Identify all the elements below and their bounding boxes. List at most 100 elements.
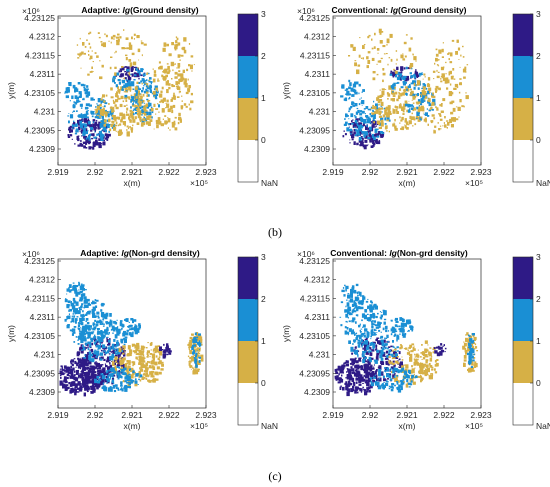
map-cell — [89, 58, 91, 60]
map-cell — [348, 328, 352, 332]
map-cell — [376, 48, 380, 51]
map-cell — [449, 61, 453, 64]
map-cell — [424, 112, 428, 116]
map-cell — [151, 375, 154, 377]
map-cell — [122, 75, 124, 77]
map-cell — [165, 107, 167, 109]
map-cell — [114, 52, 116, 54]
map-cell — [355, 368, 358, 370]
map-cell — [407, 349, 409, 352]
map-cell — [395, 353, 398, 358]
map-cell — [371, 325, 374, 329]
map-cell — [356, 297, 360, 301]
map-cell — [415, 69, 417, 71]
map-cell — [424, 372, 428, 376]
map-cell — [196, 347, 198, 350]
map-cell — [409, 72, 412, 75]
map-cell — [128, 345, 131, 349]
map-cell — [126, 373, 129, 375]
map-cell — [364, 121, 367, 124]
y-tick-label: 4.23125 — [299, 256, 330, 266]
map-cell — [88, 54, 90, 56]
map-cell — [472, 359, 475, 362]
map-cell — [86, 116, 89, 119]
map-cell — [356, 365, 358, 367]
map-cell — [335, 379, 338, 381]
map-cell — [88, 146, 92, 150]
map-cell — [404, 125, 407, 129]
map-cell — [163, 75, 167, 81]
colorbar-tick-label: 0 — [536, 378, 541, 388]
map-cell — [94, 127, 96, 129]
map-cell — [78, 282, 81, 286]
map-cell — [79, 287, 83, 291]
map-cell — [171, 123, 175, 128]
map-cell — [111, 325, 115, 331]
map-cell — [377, 379, 379, 381]
map-cell — [381, 119, 384, 123]
map-cell — [91, 342, 94, 346]
map-cell — [84, 304, 87, 307]
map-cell — [396, 334, 399, 336]
map-cell — [193, 346, 196, 349]
map-cell — [126, 329, 129, 332]
map-cell — [355, 333, 357, 335]
map-cell — [390, 345, 393, 348]
map-cell — [348, 118, 350, 120]
map-cell — [167, 117, 169, 118]
map-cell — [90, 141, 91, 144]
map-cell — [375, 333, 377, 336]
map-cell — [124, 96, 128, 100]
map-cell — [80, 294, 84, 298]
map-cell — [349, 139, 351, 141]
map-cell — [355, 360, 359, 363]
map-cell — [153, 74, 157, 77]
map-cell — [178, 70, 181, 73]
map-cell — [185, 105, 188, 108]
map-cell — [367, 108, 371, 111]
map-cell — [156, 366, 160, 370]
map-cell — [348, 107, 351, 111]
map-cell — [431, 373, 434, 376]
map-cell — [133, 101, 135, 103]
map-cell — [69, 100, 71, 102]
map-cell — [113, 370, 116, 373]
map-cell — [118, 70, 121, 73]
map-cell — [400, 66, 404, 71]
map-cell — [382, 72, 386, 76]
map-cell — [340, 366, 343, 370]
map-cell — [117, 389, 120, 391]
map-cell — [438, 87, 441, 90]
map-cell — [378, 373, 381, 377]
map-cell — [364, 139, 368, 143]
map-cell — [394, 367, 398, 372]
map-cell — [90, 346, 92, 349]
map-cell — [126, 104, 128, 106]
map-cell — [131, 104, 135, 107]
map-cell — [101, 108, 105, 112]
map-cell — [356, 332, 358, 334]
map-cell — [160, 90, 163, 94]
map-cell — [389, 73, 393, 76]
map-cell — [64, 90, 69, 94]
map-cell — [470, 340, 474, 344]
map-cell — [440, 128, 442, 130]
map-cell — [120, 363, 124, 367]
map-cell — [415, 355, 417, 357]
map-cell — [124, 363, 128, 368]
map-cell — [349, 374, 352, 376]
map-cell — [141, 376, 145, 380]
panel-title: Adaptive: lg(Ground density) — [81, 5, 198, 15]
map-cell — [60, 377, 62, 379]
map-cell — [373, 114, 376, 119]
map-cell — [396, 330, 398, 332]
map-cell — [123, 373, 127, 376]
map-cell — [341, 85, 344, 88]
colorbar-tick-label: 2 — [261, 294, 266, 304]
map-cell — [392, 109, 396, 114]
map-cell — [72, 111, 74, 113]
map-cell — [466, 332, 469, 336]
map-cell — [356, 124, 359, 127]
map-cell — [363, 368, 367, 374]
map-cell — [399, 75, 402, 78]
